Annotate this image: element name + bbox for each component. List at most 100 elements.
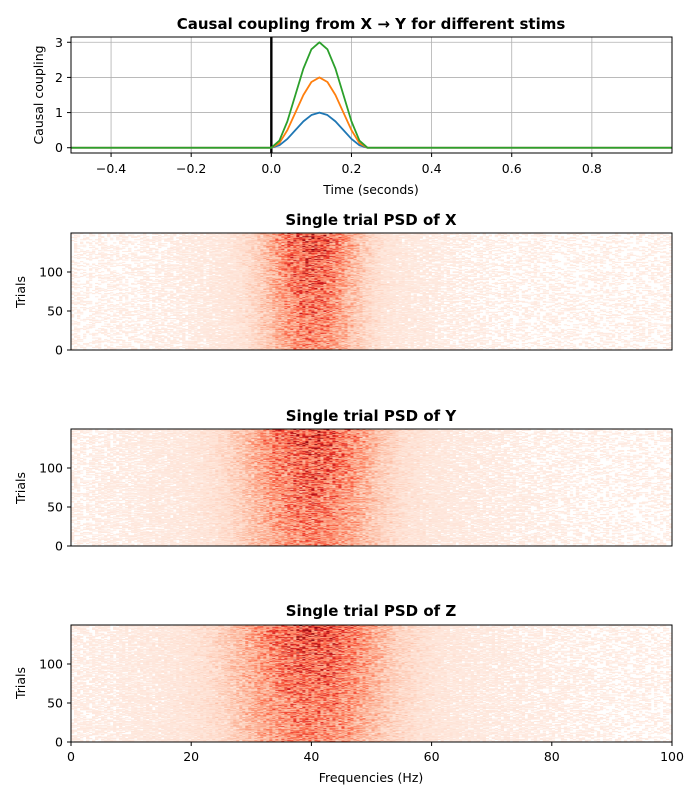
psd-cell [513,336,516,337]
psd-cell [588,334,591,335]
psd-cell [555,339,558,340]
psd-cell [191,333,194,334]
psd-cell [420,343,423,344]
psd-cell [215,347,218,348]
psd-cell [633,347,636,348]
psd-cell [92,338,95,339]
psd-cell [597,347,600,348]
psd-cell [450,345,453,346]
psd-cell [651,342,654,343]
psd-cell [627,345,630,346]
psd-cell [98,338,101,339]
psd-cell [158,341,161,342]
psd-cell [131,336,134,337]
psd-cell [158,348,161,349]
psd-cell [465,345,468,346]
psd-cell [143,345,146,346]
psd-cell [591,338,594,339]
psd-cell [507,345,510,346]
psd-cell [471,334,474,335]
psd-cell [215,338,218,339]
psd-cell [128,344,131,345]
psd-cell [218,348,221,349]
psd-cell [447,345,450,346]
psd-cell [176,333,179,334]
x-tick-label: 0.0 [261,161,281,176]
psd-cell [143,341,146,342]
psd-cell [543,348,546,349]
psd-cell [537,343,540,344]
psd-cell [152,344,155,345]
psd-cell [86,343,89,344]
psd-cell [116,348,119,349]
psd-cell [161,338,164,339]
psd-cell [459,348,462,349]
psd-cell [465,343,468,344]
psd-cell [116,337,119,338]
psd-cell [594,346,597,347]
psd-cell [630,341,633,342]
psd-cell [233,337,236,338]
psd-cell [618,338,621,339]
psd-cell [519,337,522,338]
psd-cell [528,338,531,339]
psd-cell [146,338,149,339]
psd-cell [119,334,122,335]
psd-cell [609,348,612,349]
psd-cell [155,348,158,349]
psd-cell [200,339,203,340]
psd-cell [420,337,423,338]
psd-cell [576,334,579,335]
psd-cell [486,338,489,339]
psd-cell [414,343,417,344]
psd-cell [236,333,239,334]
psd-cell [600,338,603,339]
psd-cell [408,342,411,343]
psd-cell [609,341,612,342]
psd-cell [498,344,501,345]
psd-cell [513,334,516,335]
psd-cell [447,334,450,335]
psd-cell [474,334,477,335]
psd-cell [185,346,188,347]
psd-cell [149,337,152,338]
psd-cell [567,345,570,346]
psd-cell [405,344,408,345]
psd-cell [390,345,393,346]
psd-cell [170,340,173,341]
psd-cell [215,334,218,335]
psd-cell [170,345,173,346]
psd-cell [372,347,375,348]
psd-cell [462,348,465,349]
psd-cell [221,344,224,345]
psd-cell [167,348,170,349]
coupling-frame [71,37,672,153]
psd-cell [663,343,666,344]
psd-cell [188,335,191,336]
psd-cell [164,344,167,345]
psd-cell [525,339,528,340]
psd-cell [107,346,110,347]
psd-cell [558,334,561,335]
psd-cell [564,345,567,346]
psd-cell [603,341,606,342]
psd-cell [603,334,606,335]
psd-cell [528,347,531,348]
psd-cell [666,334,669,335]
psd-cell [645,347,648,348]
psd-x-title: Single trial PSD of X [285,211,457,229]
coupling-ticks: −0.4 −0.2 0.0 0.2 0.4 0.6 0.80123 [55,35,602,176]
psd-cell [128,346,131,347]
psd-cell [200,348,203,349]
psd-cell [384,348,387,349]
psd-cell [173,339,176,340]
psd-cell [402,338,405,339]
psd-cell [627,344,630,345]
psd-cell [194,339,197,340]
psd-cell [531,338,534,339]
psd-cell [618,336,621,337]
psd-cell [110,341,113,342]
psd-cell [459,341,462,342]
y-tick-label: 0 [55,140,63,155]
psd-cell [167,334,170,335]
